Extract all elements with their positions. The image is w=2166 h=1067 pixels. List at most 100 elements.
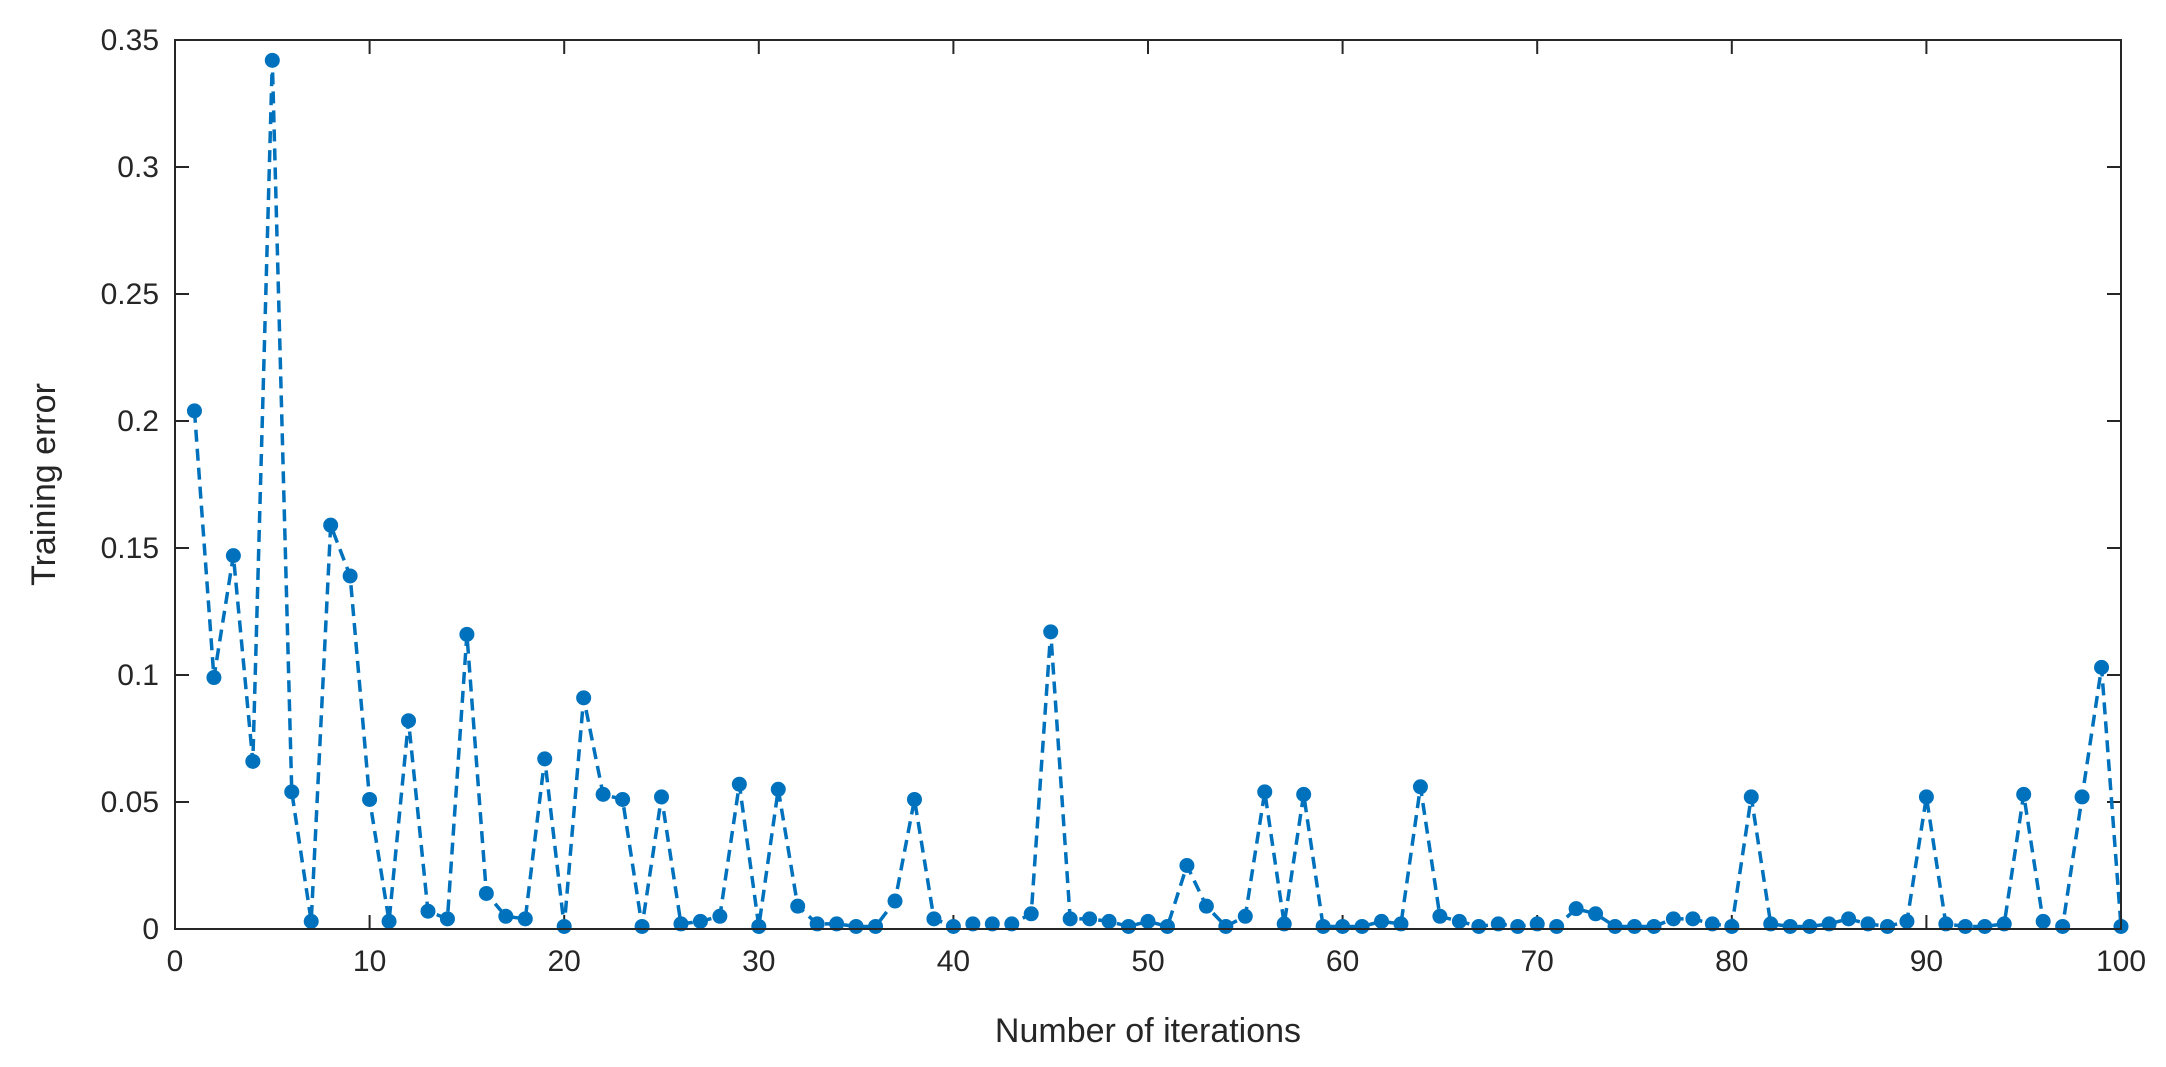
data-point bbox=[1879, 918, 1895, 934]
data-point bbox=[1860, 916, 1876, 932]
data-point bbox=[556, 918, 572, 934]
data-point bbox=[1121, 918, 1137, 934]
x-tick-label: 80 bbox=[1715, 945, 1748, 978]
data-point bbox=[303, 913, 319, 929]
plot-area-frame bbox=[174, 39, 2122, 930]
data-point bbox=[537, 751, 553, 767]
y-tick-label: 0.05 bbox=[101, 786, 159, 819]
x-tick-label: 0 bbox=[167, 945, 184, 978]
data-point bbox=[1393, 916, 1409, 932]
data-point bbox=[731, 776, 747, 792]
data-point bbox=[751, 918, 767, 934]
data-point bbox=[1257, 784, 1273, 800]
x-tick-label: 70 bbox=[1521, 945, 1554, 978]
data-point bbox=[517, 911, 533, 927]
y-tick-label: 0.3 bbox=[117, 151, 159, 184]
data-point bbox=[381, 913, 397, 929]
data-point bbox=[1490, 916, 1506, 932]
data-point bbox=[926, 911, 942, 927]
data-point bbox=[615, 791, 631, 807]
data-point bbox=[186, 403, 202, 419]
data-point bbox=[1938, 916, 1954, 932]
data-point bbox=[498, 908, 514, 924]
data-point bbox=[439, 911, 455, 927]
data-point bbox=[1782, 918, 1798, 934]
y-axis-tick-labels: 0 0.05 0.1 0.15 0.2 0.25 0.3 0.35 bbox=[101, 24, 159, 946]
data-point bbox=[264, 52, 280, 68]
data-point bbox=[1296, 786, 1312, 802]
y-axis-title: Training error bbox=[25, 383, 63, 586]
x-tick-label: 50 bbox=[1131, 945, 1164, 978]
data-point bbox=[945, 918, 961, 934]
data-point bbox=[790, 898, 806, 914]
data-point bbox=[1374, 913, 1390, 929]
data-point bbox=[2035, 913, 2051, 929]
data-point bbox=[1237, 908, 1253, 924]
data-point bbox=[459, 626, 475, 642]
data-point bbox=[420, 903, 436, 919]
y-tick-label: 0 bbox=[142, 913, 159, 946]
data-point bbox=[712, 908, 728, 924]
y-tick-label: 0.35 bbox=[101, 24, 159, 57]
data-point bbox=[1899, 913, 1915, 929]
data-point bbox=[887, 893, 903, 909]
data-point bbox=[1957, 918, 1973, 934]
x-tick-label: 90 bbox=[1910, 945, 1943, 978]
data-point bbox=[1043, 624, 1059, 640]
x-tick-label: 10 bbox=[353, 945, 386, 978]
data-point bbox=[984, 916, 1000, 932]
data-point bbox=[770, 781, 786, 797]
data-point bbox=[1549, 918, 1565, 934]
data-point bbox=[1023, 906, 1039, 922]
x-axis-title: Number of iterations bbox=[995, 1012, 1301, 1050]
data-point bbox=[1841, 911, 1857, 927]
data-point bbox=[1665, 911, 1681, 927]
data-point bbox=[2055, 918, 2071, 934]
data-point bbox=[1802, 918, 1818, 934]
data-point bbox=[829, 916, 845, 932]
x-tick-label: 20 bbox=[548, 945, 581, 978]
data-point bbox=[1821, 916, 1837, 932]
x-axis-tick-labels: 0 10 20 30 40 50 60 70 80 90 100 bbox=[167, 945, 2146, 978]
data-point bbox=[1918, 789, 1934, 805]
data-point bbox=[1685, 911, 1701, 927]
data-point bbox=[1140, 913, 1156, 929]
data-point bbox=[1646, 918, 1662, 934]
data-point bbox=[323, 517, 339, 533]
data-point bbox=[576, 690, 592, 706]
x-tick-label: 30 bbox=[742, 945, 775, 978]
data-point bbox=[1743, 789, 1759, 805]
data-point bbox=[848, 918, 864, 934]
data-point bbox=[1607, 918, 1623, 934]
data-point bbox=[2094, 659, 2110, 675]
series-points bbox=[186, 52, 2129, 934]
data-point bbox=[1510, 918, 1526, 934]
y-tick-label: 0.15 bbox=[101, 532, 159, 565]
data-point bbox=[1977, 918, 1993, 934]
data-point bbox=[595, 786, 611, 802]
data-point bbox=[478, 885, 494, 901]
data-point bbox=[868, 918, 884, 934]
data-point bbox=[1315, 918, 1331, 934]
data-point bbox=[1159, 918, 1175, 934]
series-line bbox=[192, 60, 2123, 929]
data-point bbox=[245, 753, 261, 769]
data-point bbox=[1218, 918, 1234, 934]
data-point bbox=[2074, 789, 2090, 805]
x-tick-label: 100 bbox=[2096, 945, 2146, 978]
data-point bbox=[1627, 918, 1642, 934]
y-tick-label: 0.25 bbox=[101, 278, 159, 311]
data-point bbox=[809, 916, 825, 932]
data-point bbox=[1276, 916, 1292, 932]
data-point bbox=[1529, 916, 1545, 932]
data-point bbox=[634, 918, 650, 934]
data-point bbox=[906, 791, 922, 807]
data-point bbox=[1451, 913, 1467, 929]
y-axis-ticks bbox=[175, 39, 2121, 930]
data-point bbox=[673, 916, 689, 932]
data-point bbox=[362, 791, 378, 807]
data-point bbox=[1412, 779, 1428, 795]
data-point bbox=[342, 568, 358, 584]
data-point bbox=[401, 713, 417, 729]
